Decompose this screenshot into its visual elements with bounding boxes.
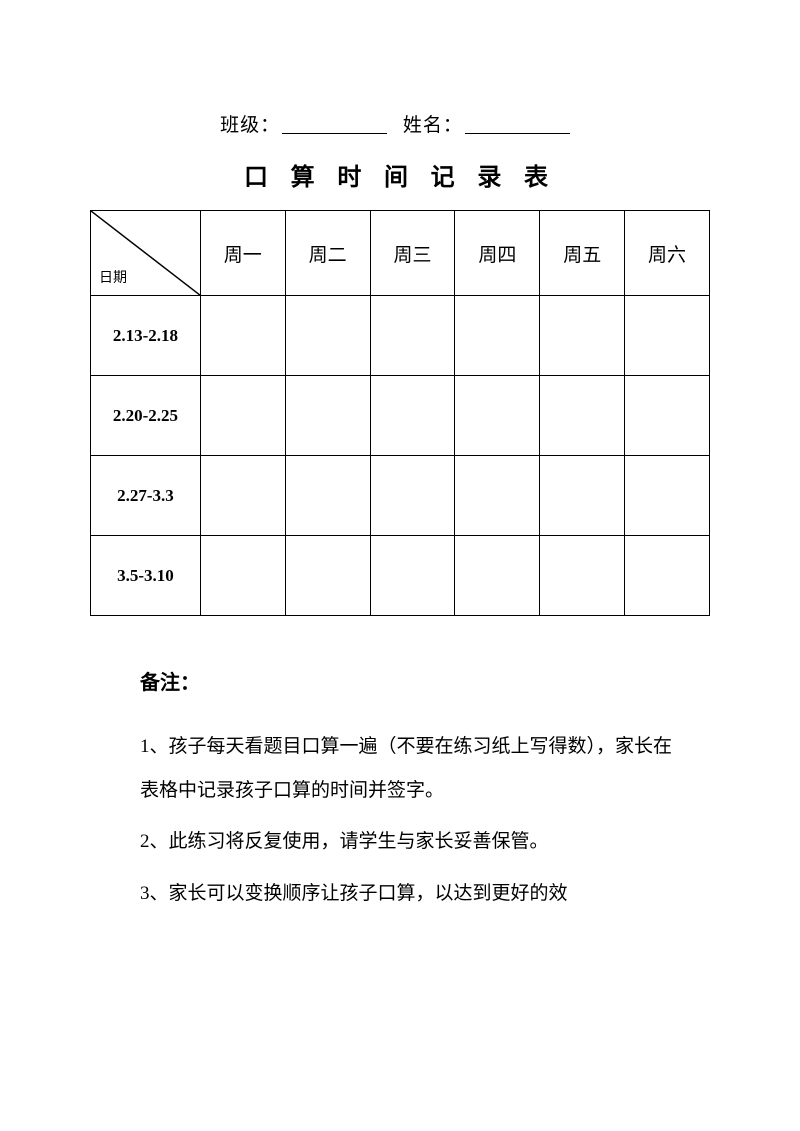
form-header: 班级： 姓名： bbox=[90, 110, 710, 137]
data-cell[interactable] bbox=[625, 456, 710, 536]
corner-label: 日期 bbox=[99, 267, 127, 287]
day-header: 周二 bbox=[285, 211, 370, 296]
notes-title: 备注： bbox=[140, 666, 680, 695]
data-cell[interactable] bbox=[370, 376, 455, 456]
table-row: 2.27-3.3 bbox=[91, 456, 710, 536]
data-cell[interactable] bbox=[625, 536, 710, 616]
class-input-line[interactable] bbox=[282, 133, 387, 134]
table-row: 2.20-2.25 bbox=[91, 376, 710, 456]
name-input-line[interactable] bbox=[465, 133, 570, 134]
date-cell: 2.27-3.3 bbox=[91, 456, 201, 536]
table-header-row: 日期 周一 周二 周三 周四 周五 周六 bbox=[91, 211, 710, 296]
table-row: 2.13-2.18 bbox=[91, 296, 710, 376]
data-cell[interactable] bbox=[455, 536, 540, 616]
day-header: 周四 bbox=[455, 211, 540, 296]
data-cell[interactable] bbox=[370, 536, 455, 616]
date-cell: 2.13-2.18 bbox=[91, 296, 201, 376]
data-cell[interactable] bbox=[540, 456, 625, 536]
note-item: 3、家长可以变换顺序让孩子口算，以达到更好的效 bbox=[140, 872, 680, 916]
date-cell: 2.20-2.25 bbox=[91, 376, 201, 456]
data-cell[interactable] bbox=[200, 296, 285, 376]
note-item: 1、孩子每天看题目口算一遍（不要在练习纸上写得数），家长在表格中记录孩子口算的时… bbox=[140, 725, 680, 812]
data-cell[interactable] bbox=[370, 456, 455, 536]
data-cell[interactable] bbox=[625, 296, 710, 376]
notes-section: 备注： 1、孩子每天看题目口算一遍（不要在练习纸上写得数），家长在表格中记录孩子… bbox=[90, 666, 710, 916]
day-header: 周六 bbox=[625, 211, 710, 296]
name-label: 姓名： bbox=[403, 115, 463, 136]
data-cell[interactable] bbox=[455, 456, 540, 536]
data-cell[interactable] bbox=[285, 296, 370, 376]
data-cell[interactable] bbox=[285, 536, 370, 616]
data-cell[interactable] bbox=[540, 536, 625, 616]
class-label: 班级： bbox=[220, 115, 280, 136]
corner-cell: 日期 bbox=[91, 211, 201, 296]
day-header: 周三 bbox=[370, 211, 455, 296]
data-cell[interactable] bbox=[455, 296, 540, 376]
data-cell[interactable] bbox=[540, 296, 625, 376]
data-cell[interactable] bbox=[200, 536, 285, 616]
date-cell: 3.5-3.10 bbox=[91, 536, 201, 616]
table-row: 3.5-3.10 bbox=[91, 536, 710, 616]
data-cell[interactable] bbox=[540, 376, 625, 456]
data-cell[interactable] bbox=[370, 296, 455, 376]
day-header: 周五 bbox=[540, 211, 625, 296]
record-table: 日期 周一 周二 周三 周四 周五 周六 2.13-2.18 2.20-2.25… bbox=[90, 210, 710, 616]
data-cell[interactable] bbox=[200, 376, 285, 456]
day-header: 周一 bbox=[200, 211, 285, 296]
page-title: 口 算 时 间 记 录 表 bbox=[90, 157, 710, 192]
data-cell[interactable] bbox=[285, 376, 370, 456]
data-cell[interactable] bbox=[455, 376, 540, 456]
data-cell[interactable] bbox=[285, 456, 370, 536]
data-cell[interactable] bbox=[200, 456, 285, 536]
data-cell[interactable] bbox=[625, 376, 710, 456]
note-item: 2、此练习将反复使用，请学生与家长妥善保管。 bbox=[140, 820, 680, 864]
